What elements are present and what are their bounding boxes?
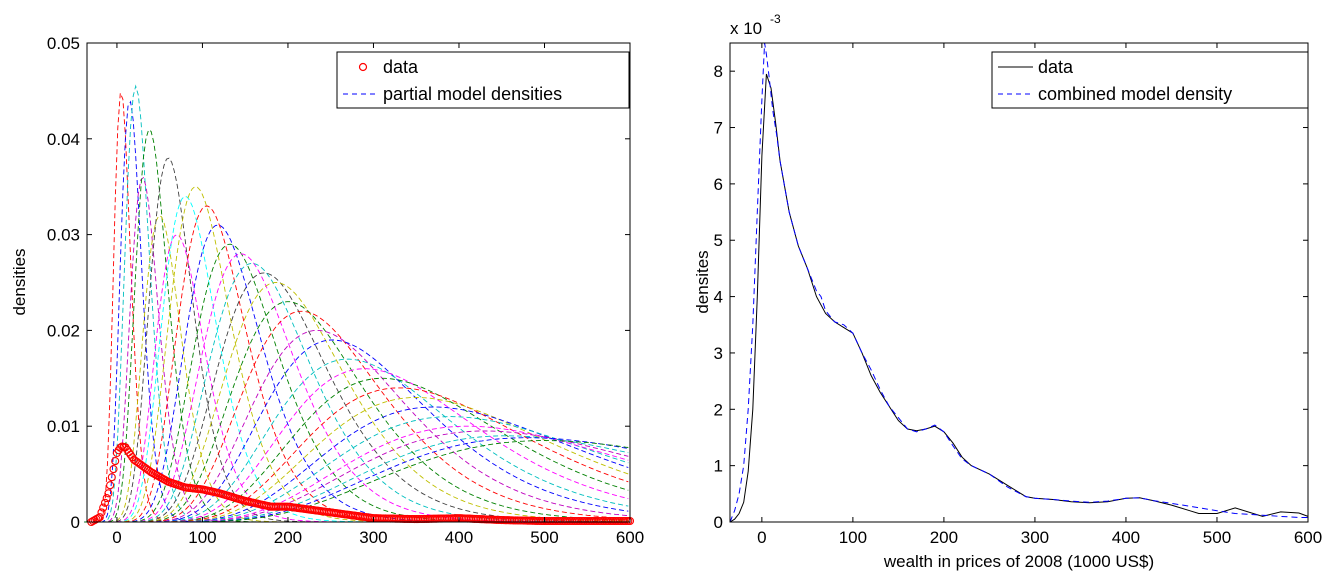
right-y-axis-label: densites [693,250,712,313]
right-y-tick-label: 6 [714,175,723,194]
right-x-axis: 0 100 200 300 400 500 600 [757,43,1322,547]
right-plot-frame [729,42,1309,523]
left-legend-box [336,51,630,109]
right-y-tick-label: 2 [714,400,723,419]
left-y-tick-label: 0.01 [47,417,80,436]
data-point [107,473,116,482]
right-x-tick-label: 200 [930,528,958,547]
right-panel: 0 100 200 300 400 500 600 0 1 2 3 4 5 6 7 8 x 10 -3 de… [693,12,1322,571]
right-legend-label-combined: combined model density [1038,84,1232,104]
right-y-tick-label: 1 [714,457,723,476]
right-legend: data combined model density [991,51,1309,109]
right-y-tick-label: 5 [714,231,723,250]
left-x-axis: 0 100 200 300 400 500 600 [112,43,644,547]
right-y-tick-label: 3 [714,344,723,363]
left-x-tick-label: 600 [616,528,644,547]
partial-model-density-20 [84,329,629,523]
right-plot-area [730,43,1308,522]
right-x-tick-label: 400 [1112,528,1140,547]
data-point [104,489,113,498]
partial-model-density-21 [84,339,629,523]
data-point [109,465,118,474]
right-x-axis-label: wealth in prices of 2008 (1000 US$) [883,552,1154,571]
left-y-tick-label: 0 [71,513,80,532]
left-x-tick-label: 300 [359,528,387,547]
partial-model-density-18 [84,301,629,523]
left-legend-label-data: data [383,57,419,77]
right-curves [729,42,1309,523]
left-x-tick-label: 200 [274,528,302,547]
left-y-axis-label: densities [10,248,29,315]
left-panel: 0 100 200 300 400 500 600 0 0.01 0.02 0.03 0.04 0.0… [10,34,644,547]
legend-marker-data [358,62,368,72]
left-plot-frame [86,42,631,523]
data-point [97,508,106,517]
right-y-tick-label: 4 [714,288,723,307]
left-legend-label-partial: partial model densities [383,84,562,104]
left-x-tick-label: 500 [530,528,558,547]
left-y-tick-label: 0.04 [47,130,80,149]
partial-model-density-19 [84,310,629,523]
left-y-tick-label: 0.05 [47,34,80,53]
left-plot-area [87,43,630,522]
data-point [100,498,110,507]
right-x-tick-label: 100 [839,528,867,547]
data-point [111,457,120,466]
left-x-tick-label: 100 [188,528,216,547]
left-y-tick-label: 0.02 [47,321,80,340]
partial-model-density-17 [84,282,629,523]
right-legend-label-data: data [1038,57,1074,77]
y-multiplier-base: x 10 [730,19,762,38]
data-point [106,481,115,490]
right-x-tick-label: 600 [1294,528,1322,547]
right-y-tick-label: 7 [714,119,723,138]
combined-model-density-line [729,42,1308,523]
left-y-tick-label: 0.03 [47,226,80,245]
right-x-tick-label: 0 [757,528,766,547]
right-y-tick-label: 0 [714,513,723,532]
right-y-tick-label: 8 [714,62,723,81]
left-x-tick-label: 400 [445,528,473,547]
right-x-tick-label: 300 [1021,528,1049,547]
left-data-markers [87,442,635,527]
data-point [95,513,104,522]
data-point [102,494,111,503]
data-point [99,503,108,512]
left-legend: data partial model densities [336,51,630,109]
left-y-axis: 0 0.01 0.02 0.03 0.04 0.05 [47,34,630,532]
right-legend-box [991,51,1309,109]
left-x-tick-label: 0 [112,528,121,547]
right-x-tick-label: 500 [1203,528,1231,547]
y-multiplier-exponent: -3 [770,12,781,26]
